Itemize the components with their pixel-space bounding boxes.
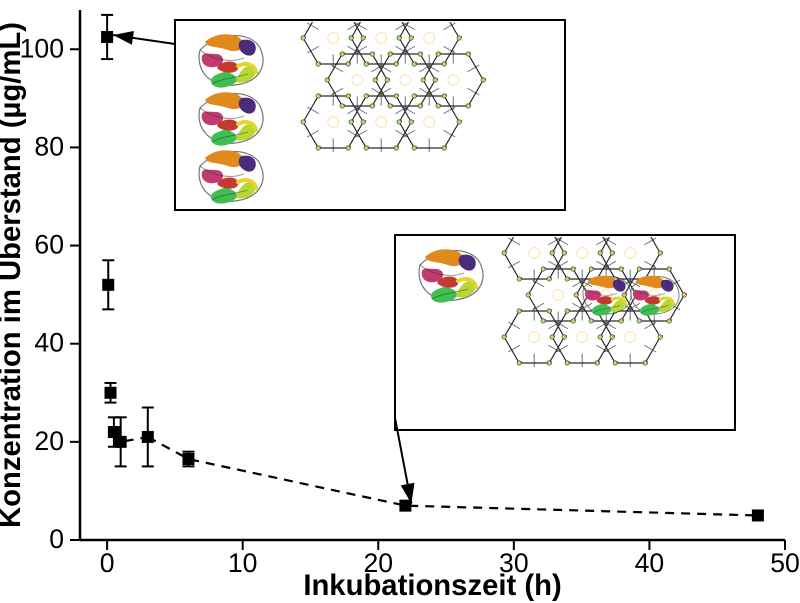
- data-marker: [399, 500, 411, 512]
- data-marker: [142, 431, 154, 443]
- y-tick-label: 40: [34, 328, 64, 358]
- data-marker: [115, 436, 127, 448]
- y-tick-label: 60: [34, 230, 64, 260]
- data-marker: [105, 387, 117, 399]
- y-tick-label: 80: [34, 131, 64, 161]
- x-tick-label: 0: [100, 548, 115, 578]
- x-axis-label: Inkubationszeit (h): [303, 570, 561, 602]
- data-marker: [102, 279, 114, 291]
- data-marker: [752, 509, 764, 521]
- x-tick-label: 10: [228, 548, 258, 578]
- y-tick-label: 0: [49, 524, 64, 554]
- y-axis-label: Konzentration im Überstand (µg/mL): [0, 22, 27, 528]
- top-inset: [175, 8, 565, 210]
- data-marker: [101, 31, 113, 43]
- y-tick-label: 20: [34, 426, 64, 456]
- x-tick-label: 50: [770, 548, 800, 578]
- bottom-inset: [395, 223, 735, 430]
- data-marker: [182, 453, 194, 465]
- chart-container: 01020304050020406080100Inkubationszeit (…: [0, 0, 800, 603]
- chart-svg: 01020304050020406080100Inkubationszeit (…: [0, 0, 800, 603]
- x-tick-label: 40: [635, 548, 665, 578]
